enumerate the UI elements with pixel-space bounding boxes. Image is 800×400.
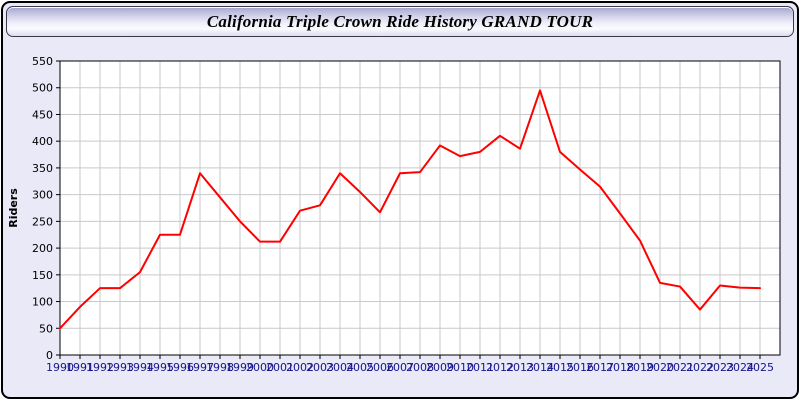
x-tick-label: 2004 bbox=[326, 361, 354, 374]
chart-plot: 0501001502002503003504004505005501990199… bbox=[7, 55, 781, 374]
page-title: California Triple Crown Ride History GRA… bbox=[206, 11, 594, 31]
x-tick-label: 1997 bbox=[186, 361, 214, 374]
x-tick-label: 1995 bbox=[146, 361, 174, 374]
y-tick-label: 150 bbox=[32, 269, 53, 282]
x-tick-label: 2008 bbox=[406, 361, 434, 374]
x-tick-label: 2017 bbox=[586, 361, 614, 374]
x-tick-label: 2023 bbox=[706, 361, 734, 374]
y-tick-label: 500 bbox=[32, 82, 53, 95]
x-tick-label: 2001 bbox=[266, 361, 294, 374]
y-tick-label: 400 bbox=[32, 135, 53, 148]
y-tick-label: 550 bbox=[32, 55, 53, 68]
y-axis-title: Riders bbox=[7, 188, 20, 228]
x-tick-label: 1999 bbox=[226, 361, 254, 374]
x-tick-label: 2019 bbox=[626, 361, 654, 374]
x-tick-label: 2016 bbox=[566, 361, 594, 374]
y-tick-label: 300 bbox=[32, 189, 53, 202]
x-tick-label: 2002 bbox=[286, 361, 314, 374]
x-tick-label: 1992 bbox=[86, 361, 114, 374]
x-tick-label: 2018 bbox=[606, 361, 634, 374]
y-tick-label: 50 bbox=[39, 322, 53, 335]
x-tick-label: 2020 bbox=[646, 361, 674, 374]
x-tick-label: 2007 bbox=[386, 361, 414, 374]
x-tick-label: 2024 bbox=[726, 361, 754, 374]
x-tick-label: 2022 bbox=[686, 361, 714, 374]
x-tick-label: 2012 bbox=[486, 361, 514, 374]
x-tick-label: 2006 bbox=[366, 361, 394, 374]
y-tick-label: 200 bbox=[32, 242, 53, 255]
x-tick-label: 1996 bbox=[166, 361, 194, 374]
x-tick-label: 2005 bbox=[346, 361, 374, 374]
x-tick-label: 1994 bbox=[126, 361, 154, 374]
x-tick-label: 1993 bbox=[106, 361, 134, 374]
x-tick-label: 2003 bbox=[306, 361, 334, 374]
series-line-riders bbox=[59, 89, 761, 330]
ride-history-chart: 0 50 100 150 200 250 300 350 400 450 500 550 1990 199… bbox=[3, 39, 797, 397]
plot-border bbox=[59, 60, 781, 356]
y-tick-label: 450 bbox=[32, 108, 53, 121]
title-bar: California Triple Crown Ride History GRA… bbox=[6, 6, 794, 37]
x-tick-label: 2010 bbox=[446, 361, 474, 374]
x-tick-label: 2009 bbox=[426, 361, 454, 374]
x-tick-label: 2011 bbox=[466, 361, 494, 374]
x-tick-label: 2013 bbox=[506, 361, 534, 374]
y-tick-label: 250 bbox=[32, 215, 53, 228]
y-tick-label: 350 bbox=[32, 162, 53, 175]
x-tick-label: 1990 bbox=[46, 361, 74, 374]
x-tick-label: 2015 bbox=[546, 361, 574, 374]
x-tick-label: 2014 bbox=[526, 361, 554, 374]
x-tick-label: 2000 bbox=[246, 361, 274, 374]
x-tick-label: 2025 bbox=[746, 361, 774, 374]
y-tick-label: 100 bbox=[32, 296, 53, 309]
x-tick-label: 1991 bbox=[66, 361, 94, 374]
x-tick-label: 2021 bbox=[666, 361, 694, 374]
y-tick-label: 0 bbox=[46, 349, 53, 362]
x-tick-label: 1998 bbox=[206, 361, 234, 374]
